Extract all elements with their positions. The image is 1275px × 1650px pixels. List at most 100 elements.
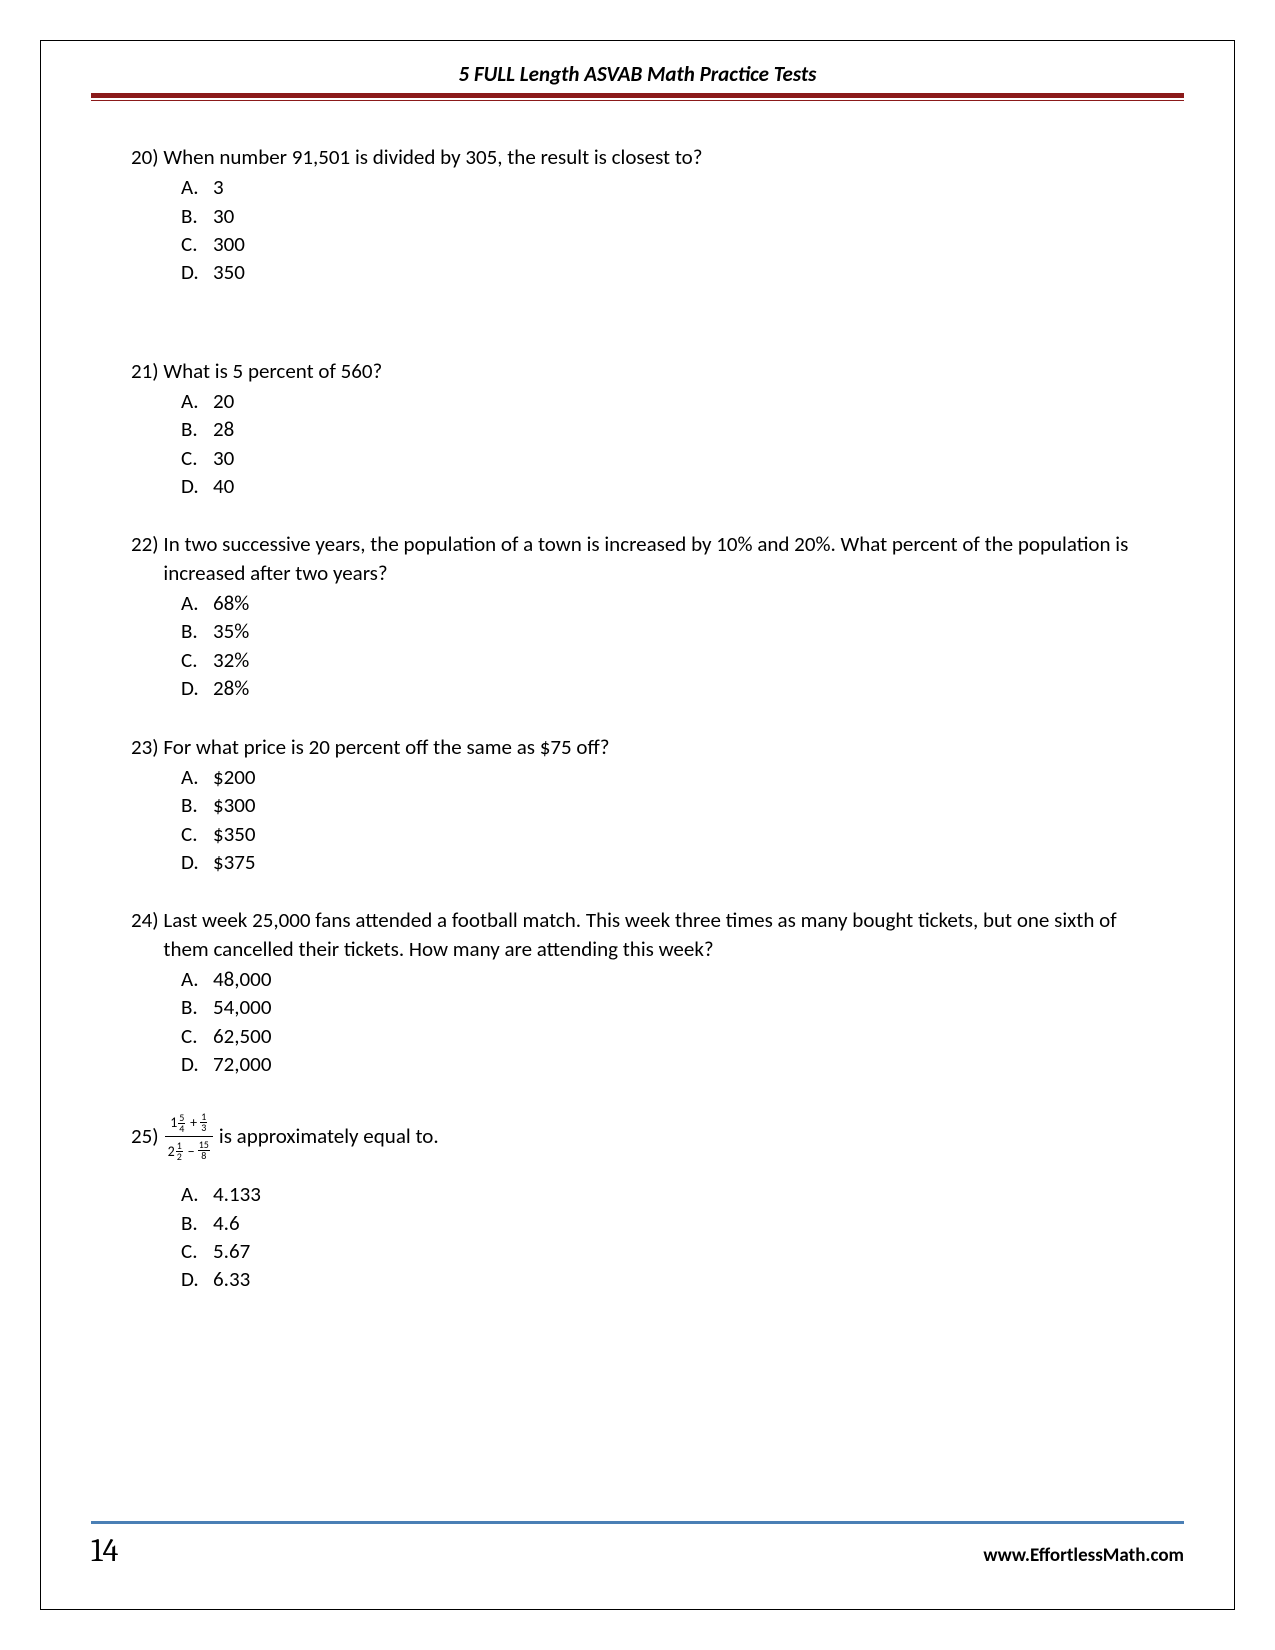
question-text: 22) In two successive years, the populat… [131, 530, 1144, 587]
option-letter: C. [181, 820, 203, 848]
option-c: C. 32% [181, 646, 1144, 674]
option-text: 4.133 [213, 1180, 261, 1208]
option-b: B. 54,000 [181, 993, 1144, 1021]
question-22: 22) In two successive years, the populat… [131, 530, 1144, 702]
option-c: C. 5.67 [181, 1237, 1144, 1265]
option-text: 54,000 [213, 993, 271, 1021]
option-d: D. $375 [181, 848, 1144, 876]
question-options: A. $200 B. $300 C.$350 D. $375 [131, 763, 1144, 876]
fraction-numerator: 1 5 4 + 1 3 [165, 1108, 213, 1137]
header-title: 5 FULL Length ASVAB Math Practice Tests [459, 61, 817, 87]
option-letter: C. [181, 646, 203, 674]
option-text: 48,000 [213, 965, 271, 993]
option-text: 68% [213, 589, 249, 617]
denominator: 2 [176, 1152, 183, 1162]
page-container: 5 FULL Length ASVAB Math Practice Tests … [40, 40, 1235, 1610]
option-letter: A. [181, 763, 203, 791]
option-letter: C. [181, 444, 203, 472]
option-letter: D. [181, 848, 203, 876]
denominator: 3 [200, 1123, 207, 1133]
option-text: 6.33 [213, 1265, 250, 1293]
option-text: 40 [213, 472, 234, 500]
plus-sign: + [190, 1114, 200, 1131]
question-text: 21) What is 5 percent of 560? [131, 357, 1144, 385]
mixed-number: 1 5 4 [170, 1113, 185, 1134]
question-prompt: For what price is 20 percent off the sam… [163, 733, 1144, 761]
small-fraction: 1 3 [200, 1112, 207, 1133]
option-text: 62,500 [213, 1022, 271, 1050]
question-number: 21) [131, 357, 159, 385]
complex-fraction: 1 5 4 + 1 3 [165, 1108, 213, 1164]
minus-sign: − [188, 1143, 198, 1160]
option-d: D.28% [181, 674, 1144, 702]
option-letter: A. [181, 589, 203, 617]
option-text: $300 [213, 791, 256, 819]
option-letter: D. [181, 674, 203, 702]
whole-part: 2 [168, 1145, 175, 1159]
option-b: B. $300 [181, 791, 1144, 819]
option-b: B.28 [181, 415, 1144, 443]
option-a: A. 48,000 [181, 965, 1144, 993]
option-a: A.4.133 [181, 1180, 1144, 1208]
option-text: 300 [213, 230, 245, 258]
option-letter: B. [181, 202, 203, 230]
option-d: D. 6.33 [181, 1265, 1144, 1293]
question-number: 20) [131, 143, 159, 171]
page-footer: 14 www.EffortlessMath.com [91, 1521, 1184, 1569]
option-text: 4.6 [213, 1209, 240, 1237]
option-text: 72,000 [213, 1050, 271, 1078]
question-text: 20) When number 91,501 is divided by 305… [131, 143, 1144, 171]
question-number: 24) [131, 906, 159, 963]
option-letter: D. [181, 1050, 203, 1078]
questions-content: 20) When number 91,501 is divided by 305… [91, 143, 1184, 1294]
question-20: 20) When number 91,501 is divided by 305… [131, 143, 1144, 287]
small-fraction: 1 2 [176, 1141, 183, 1162]
option-c: C. 300 [181, 230, 1144, 258]
option-letter: B. [181, 993, 203, 1021]
option-letter: D. [181, 472, 203, 500]
small-fraction: 15 8 [198, 1140, 210, 1161]
option-text: $375 [213, 848, 256, 876]
option-b: B. 30 [181, 202, 1144, 230]
question-suffix: is approximately equal to. [219, 1122, 439, 1150]
option-text: $200 [213, 763, 256, 791]
option-text: 30 [213, 444, 234, 472]
option-text: 32% [213, 646, 249, 674]
question-options: A. 20 B.28 C. 30 D. 40 [131, 387, 1144, 500]
option-c: C. 62,500 [181, 1022, 1144, 1050]
option-letter: A. [181, 387, 203, 415]
denominator: 4 [178, 1124, 185, 1134]
option-d: D.350 [181, 258, 1144, 286]
question-options: A. 68% B. 35% C. 32% D.28% [131, 589, 1144, 702]
option-a: A. 20 [181, 387, 1144, 415]
option-letter: D. [181, 1265, 203, 1293]
option-c: C.$350 [181, 820, 1144, 848]
question-25: 25) 1 5 4 + 1 3 [131, 1108, 1144, 1293]
option-d: D. 72,000 [181, 1050, 1144, 1078]
option-a: A. 68% [181, 589, 1144, 617]
option-letter: B. [181, 415, 203, 443]
option-b: B. 35% [181, 617, 1144, 645]
option-letter: A. [181, 965, 203, 993]
question-number: 25) [131, 1122, 159, 1150]
option-text: 5.67 [213, 1237, 250, 1265]
site-url: www.EffortlessMath.com [983, 1544, 1184, 1567]
option-letter: B. [181, 617, 203, 645]
whole-part: 1 [170, 1116, 177, 1130]
option-letter: C. [181, 230, 203, 258]
page-number: 14 [91, 1532, 118, 1569]
question-number: 22) [131, 530, 159, 587]
option-c: C. 30 [181, 444, 1144, 472]
option-letter: C. [181, 1022, 203, 1050]
option-text: 35% [213, 617, 249, 645]
option-text: 3 [213, 173, 224, 201]
denominator: 8 [198, 1151, 210, 1161]
option-letter: C. [181, 1237, 203, 1265]
question-prompt: When number 91,501 is divided by 305, th… [163, 143, 1144, 171]
option-text: 20 [213, 387, 234, 415]
option-text: 30 [213, 202, 234, 230]
option-letter: B. [181, 791, 203, 819]
question-23: 23) For what price is 20 percent off the… [131, 733, 1144, 877]
question-text: 25) 1 5 4 + 1 3 [131, 1108, 1144, 1164]
option-text: 350 [213, 258, 245, 286]
